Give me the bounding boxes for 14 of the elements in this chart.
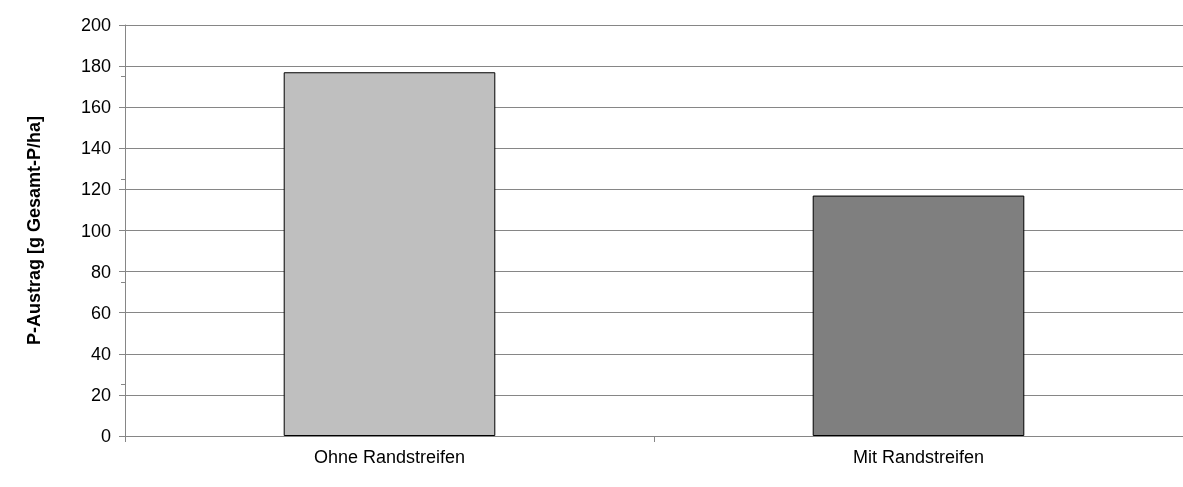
y-tick-label: 60	[90, 302, 111, 323]
y-tick-label: 120	[80, 179, 111, 200]
y-tick-label: 140	[80, 138, 111, 159]
y-tick-label: 200	[80, 15, 111, 35]
y-axis-title: P-Austrag [g Gesamt-P/ha]	[24, 115, 44, 346]
y-tick-label: 100	[80, 220, 111, 241]
y-tick-label: 180	[80, 56, 111, 77]
y-tick-label: 80	[90, 261, 111, 282]
y-tick-label: 40	[90, 343, 111, 364]
x-tick-label: Ohne Randstreifen	[313, 447, 466, 467]
y-tick-label: 20	[90, 384, 111, 405]
x-tick-label: Mit Randstreifen	[852, 447, 985, 467]
y-tick-label: 160	[80, 97, 111, 118]
y-tick-label: 0	[100, 426, 111, 446]
